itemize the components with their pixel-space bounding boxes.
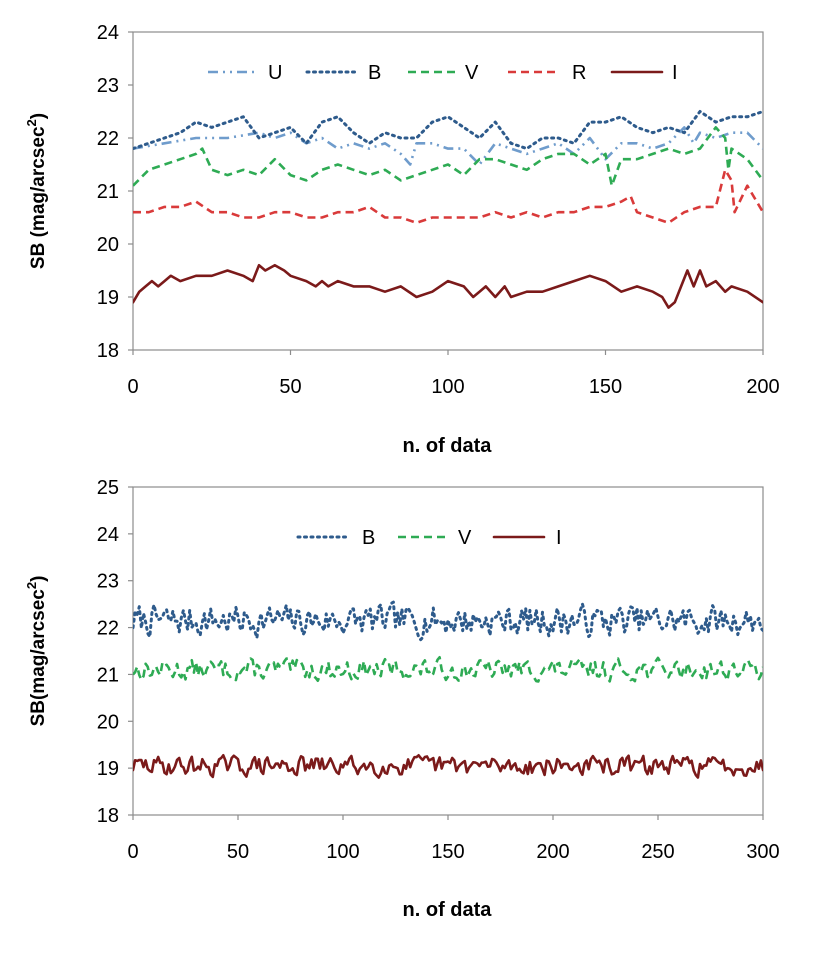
top-chart: 18 19 20 21 22 23 24 0 50 100 150 200 n. of data SB (…	[24, 22, 780, 457]
series-line-I	[133, 754, 763, 779]
y-tick-label: 19	[97, 758, 119, 780]
legend-label-B: B	[368, 62, 381, 84]
series-group	[133, 600, 763, 779]
legend-label-V: V	[465, 62, 479, 84]
y-axis-label-main: SB (mag/arcsec	[28, 126, 49, 269]
y-axis-label: SB (mag/arcsec2)	[24, 113, 49, 269]
y-tick-label: 20	[97, 234, 119, 256]
legend-label-I: I	[556, 527, 562, 549]
legend-label-V: V	[458, 527, 472, 549]
y-tick-label: 18	[97, 805, 119, 827]
y-axis-label-main: SB(mag/arcsec	[28, 589, 49, 727]
x-tick-label: 0	[127, 376, 138, 398]
y-axis-label: SB(mag/arcsec2)	[24, 576, 49, 727]
series-line-B	[133, 110, 763, 151]
y-axis-label-superscript: 2	[24, 119, 39, 126]
plot-area	[132, 31, 764, 351]
legend-label-B: B	[362, 527, 375, 549]
y-tick-label: 19	[97, 287, 119, 309]
x-tick-label: 200	[746, 376, 779, 398]
x-tick-label: 0	[127, 841, 138, 863]
x-tick-label: 100	[431, 376, 464, 398]
series-group	[133, 110, 763, 309]
x-tick-label: 100	[326, 841, 359, 863]
y-tick-label: 23	[97, 571, 119, 593]
x-tick-label: 300	[746, 841, 779, 863]
y-tick-label: 24	[97, 22, 119, 44]
y-axis-label-close: )	[28, 576, 49, 582]
series-line-I	[133, 263, 763, 309]
x-tick-label: 150	[589, 376, 622, 398]
series-line-V	[133, 656, 763, 683]
y-tick-label: 22	[97, 618, 119, 640]
x-tick-label: 250	[641, 841, 674, 863]
y-tick-label: 24	[97, 524, 119, 546]
legend-label-R: R	[572, 62, 586, 84]
series-line-B	[133, 600, 763, 642]
x-tick-label: 50	[227, 841, 249, 863]
y-tick-label: 23	[97, 75, 119, 97]
series-line-R	[133, 168, 763, 225]
x-tick-label: 50	[279, 376, 301, 398]
y-tick-label: 18	[97, 340, 119, 362]
y-axis-label-superscript: 2	[24, 582, 39, 589]
y-tick-label: 21	[97, 664, 119, 686]
x-axis-label: n. of data	[403, 899, 493, 921]
y-tick-label: 21	[97, 181, 119, 203]
series-line-V	[133, 126, 763, 187]
legend-label-U: U	[268, 62, 282, 84]
x-axis-label: n. of data	[403, 435, 493, 457]
y-tick-label: 22	[97, 128, 119, 150]
legend-label-I: I	[672, 62, 678, 84]
y-tick-label: 20	[97, 711, 119, 733]
x-tick-label: 200	[536, 841, 569, 863]
x-tick-label: 150	[431, 841, 464, 863]
y-tick-label: 25	[97, 477, 119, 499]
y-axis-label-close: )	[28, 113, 49, 119]
